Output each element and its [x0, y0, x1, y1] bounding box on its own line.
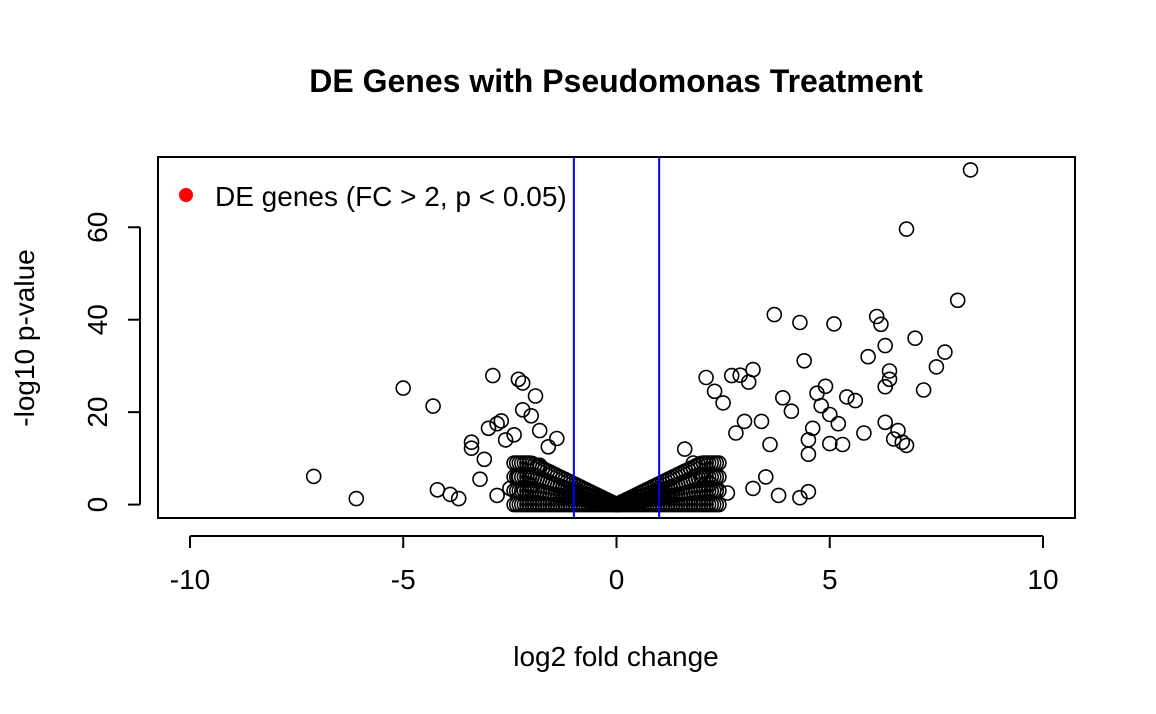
x-tick-label: 10 — [1027, 564, 1058, 595]
data-point — [868, 308, 885, 325]
data-point — [429, 481, 446, 498]
data-point — [728, 425, 744, 441]
x-axis: -10 -5 0 5 10 — [170, 535, 1059, 595]
data-point — [715, 395, 731, 411]
data-point — [698, 369, 714, 386]
data-point — [830, 415, 847, 432]
data-point — [792, 314, 808, 331]
data-point — [821, 406, 838, 423]
data-point — [860, 348, 876, 365]
data-point — [804, 420, 821, 437]
data-point — [514, 375, 531, 391]
data-point — [847, 392, 864, 409]
data-point — [497, 432, 514, 448]
data-point — [800, 483, 817, 500]
y-tick-label: 40 — [82, 304, 113, 335]
data-point — [817, 378, 834, 395]
data-point — [898, 221, 915, 237]
data-point — [907, 330, 923, 347]
data-point — [770, 487, 787, 504]
plot-frame — [157, 156, 1076, 519]
data-point — [796, 352, 813, 369]
data-point — [723, 367, 740, 384]
data-point — [527, 388, 544, 404]
data-point — [753, 413, 770, 430]
data-point — [774, 389, 791, 406]
data-point — [762, 436, 778, 453]
data-point — [877, 414, 894, 431]
data-point — [540, 438, 557, 455]
data-point — [510, 371, 527, 388]
data-point — [898, 437, 915, 454]
data-point — [706, 383, 723, 400]
data-point — [873, 316, 889, 333]
data-point — [484, 367, 501, 384]
data-point — [821, 435, 838, 452]
data-point — [949, 292, 966, 309]
threshold-lines — [572, 157, 661, 518]
y-tick-label: 60 — [82, 212, 113, 243]
x-tick-label: 5 — [822, 564, 838, 595]
data-point — [676, 441, 693, 457]
legend-label: DE genes (FC > 2, p < 0.05) — [215, 181, 567, 212]
data-point — [745, 480, 761, 497]
data-point — [826, 316, 842, 332]
data-point — [894, 434, 911, 451]
legend-marker — [179, 188, 193, 202]
scatter-points — [305, 162, 979, 513]
data-point — [514, 401, 531, 418]
data-point — [506, 426, 522, 443]
data-point — [476, 451, 493, 468]
data-point — [450, 490, 467, 507]
data-point — [800, 446, 817, 463]
data-point — [489, 487, 505, 504]
y-axis-label: -log10 p-value — [9, 249, 40, 426]
data-point — [881, 363, 898, 379]
data-point — [792, 489, 808, 506]
data-point — [736, 413, 753, 430]
data-point — [838, 389, 855, 405]
data-point — [885, 431, 902, 447]
y-tick-label: 20 — [82, 397, 113, 428]
data-point — [493, 413, 510, 429]
data-point — [881, 371, 898, 388]
legend: DE genes (FC > 2, p < 0.05) — [179, 181, 567, 212]
data-point — [531, 422, 548, 439]
data-point — [962, 162, 979, 178]
data-point — [472, 471, 488, 488]
x-tick-label: -5 — [391, 564, 416, 595]
x-tick-label: 0 — [609, 564, 625, 595]
data-point — [877, 337, 894, 354]
data-point — [463, 434, 480, 451]
data-point — [489, 415, 505, 432]
data-point — [305, 468, 322, 485]
data-point — [928, 359, 945, 375]
data-point — [757, 469, 774, 485]
x-axis-label: log2 fold change — [513, 641, 719, 672]
y-axis: 0 20 40 60 — [82, 212, 141, 513]
data-point — [915, 382, 932, 398]
data-point — [711, 455, 727, 471]
data-point — [548, 430, 565, 447]
data-point — [783, 403, 800, 420]
data-point — [766, 306, 783, 323]
data-point — [463, 440, 480, 457]
data-point — [745, 361, 761, 378]
data-point — [442, 486, 459, 503]
data-point — [877, 378, 894, 395]
data-point — [937, 344, 953, 360]
data-point — [834, 436, 851, 453]
data-point — [856, 425, 872, 441]
data-point — [425, 398, 441, 414]
data-point — [523, 407, 540, 424]
data-point — [348, 490, 365, 507]
data-point — [480, 420, 497, 437]
data-point — [395, 380, 412, 396]
y-tick-label: 0 — [82, 497, 113, 513]
x-tick-label: -10 — [170, 564, 210, 595]
data-point — [813, 397, 830, 414]
chart-title: DE Genes with Pseudomonas Treatment — [309, 63, 923, 99]
